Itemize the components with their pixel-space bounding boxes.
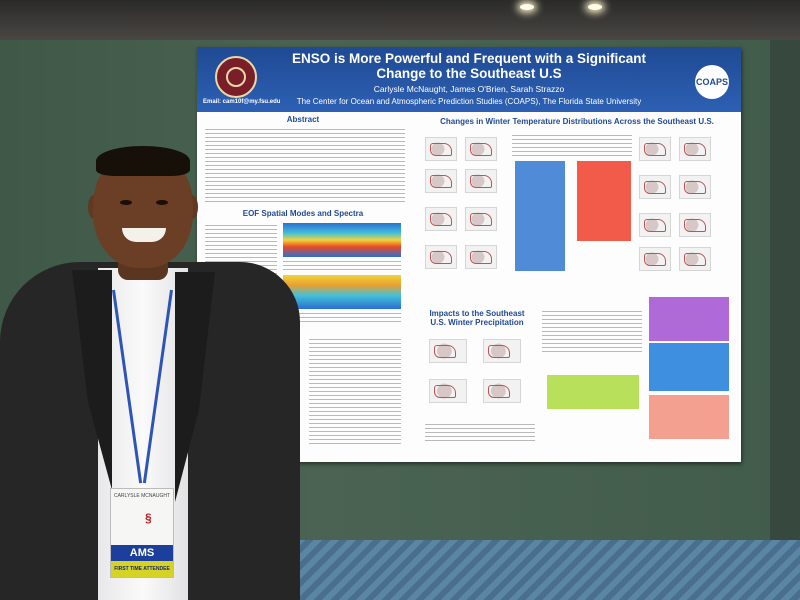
poster-email: Email: cam10f@my.fsu.edu (203, 99, 281, 105)
poster-institution: The Center for Ocean and Atmospheric Pre… (296, 97, 642, 106)
eof-discussion-block (309, 337, 401, 447)
el-nino-box (577, 161, 631, 241)
temperature-map (679, 213, 711, 237)
precipitation-caption (425, 422, 535, 444)
precipitation-map (483, 379, 521, 403)
precipitation-map (483, 339, 521, 363)
temperature-intro-text (512, 133, 632, 157)
temperature-map (679, 175, 711, 199)
coaps-logo: COAPS (695, 65, 729, 99)
precipitation-map (429, 379, 467, 403)
badge-ribbon: FIRST TIME ATTENDEE (111, 561, 173, 577)
person-hair (96, 146, 190, 176)
ceiling-light (588, 4, 602, 10)
section-temperature-title: Changes in Winter Temperature Distributi… (440, 117, 714, 126)
section-abstract-title: Abstract (286, 115, 320, 124)
temperature-map (465, 245, 497, 269)
badge-org: AMS (111, 545, 173, 561)
temperature-map (639, 247, 671, 271)
eof-caption-2 (283, 311, 401, 323)
fsu-badge-icon: § (145, 511, 152, 525)
precipitation-conclusion-box (547, 375, 639, 409)
section-precipitation-title: Impacts to the Southeast U.S. Winter Pre… (429, 309, 525, 327)
person-eye (120, 200, 132, 205)
poster-authors: Carlysle McNaught, James O'Brien, Sarah … (373, 84, 565, 94)
precipitation-text (542, 309, 642, 353)
eof-mode-map-1 (283, 223, 401, 257)
temperature-map (639, 213, 671, 237)
precipitation-map (429, 339, 467, 363)
temperature-map (679, 137, 711, 161)
temperature-map (425, 245, 457, 269)
poster-title: ENSO is More Powerful and Frequent with … (291, 51, 647, 81)
acknowledgements-box (649, 395, 729, 439)
temperature-map (465, 169, 497, 193)
temperature-map (465, 137, 497, 161)
temperature-map (679, 247, 711, 271)
la-nina-box (515, 161, 565, 271)
eof-caption-1 (283, 259, 401, 271)
badge-name: CARLYSLE MCNAUGHT (113, 493, 171, 499)
section-eof-title: EOF Spatial Modes and Spectra (242, 209, 364, 218)
conference-badge: CARLYSLE MCNAUGHT § AMS FIRST TIME ATTEN… (110, 488, 174, 578)
temperature-map (639, 175, 671, 199)
conclusions-box (649, 297, 729, 341)
ceiling-light (520, 4, 534, 10)
ceiling (0, 0, 800, 40)
research-poster: ENSO is More Powerful and Frequent with … (197, 47, 741, 462)
temperature-map (425, 137, 457, 161)
temperature-map (425, 169, 457, 193)
references-box (649, 343, 729, 391)
temperature-map (425, 207, 457, 231)
eof-mode-map-2 (283, 275, 401, 309)
fsu-seal-logo (215, 56, 257, 98)
person-smile (122, 228, 166, 242)
temperature-map (639, 137, 671, 161)
board-edge (770, 40, 800, 540)
abstract-text-block (205, 127, 405, 205)
temperature-map (465, 207, 497, 231)
person-eye (156, 200, 168, 205)
poster-header: ENSO is More Powerful and Frequent with … (197, 47, 741, 112)
